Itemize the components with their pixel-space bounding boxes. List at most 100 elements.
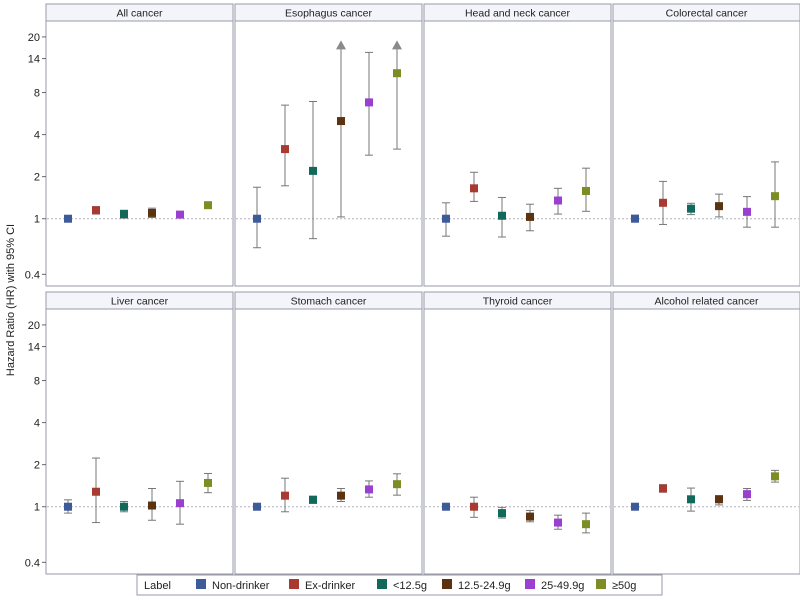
legend-label: <12.5g [393,580,427,592]
hr-point [743,207,751,216]
panel-grid: All cancer Esophagus cancer Head and neck … [45,3,800,575]
hr-point [554,196,562,205]
hr-point [64,214,72,223]
hr-point [582,186,590,195]
panel-frame [234,3,423,287]
legend-title: Label [144,580,171,592]
hr-point [365,98,373,107]
hr-point [582,520,590,529]
ci-truncation-arrow [336,40,346,50]
hr-point [309,166,317,175]
hr-point [687,495,695,504]
panel-title: All cancer [116,8,163,20]
legend-entry: Non-drinker [196,579,270,592]
legend-entry: <12.5g [377,579,427,592]
hr-point [393,480,401,489]
panel-header [45,291,234,310]
panel-frame [423,3,612,287]
panel-header [45,3,234,22]
panel-header [234,291,423,310]
hr-point [687,204,695,213]
panel-8: Alcohol related cancer [612,291,800,575]
panel-header [423,291,612,310]
legend-swatch [596,579,606,589]
hr-point [393,69,401,78]
legend-label: 12.5-24.9g [458,580,511,592]
y-tick-label: 8 [34,88,40,100]
hr-point [498,211,506,220]
legend: Label Non-drinker Ex-drinker <12.5g 12.5-24… [136,574,663,596]
hr-point [659,198,667,207]
hr-point [470,502,478,511]
legend-label: Ex-drinker [305,580,355,592]
y-tick-label: 4 [34,418,40,430]
hr-point [64,502,72,511]
y-tick-label: 8 [34,376,40,388]
hr-point [526,512,534,521]
panel-frame [45,3,234,287]
panel-title: Alcohol related cancer [655,296,759,308]
legend-label: 25-49.9g [541,580,584,592]
hr-point [148,208,156,217]
panel-title: Esophagus cancer [285,8,372,20]
hr-point [365,485,373,494]
hr-point [176,499,184,508]
y-tick-label: 14 [28,342,40,354]
hr-point [120,210,128,219]
legend-entry: 12.5-24.9g [442,579,511,592]
hr-point [337,117,345,126]
y-tick-label: 0.4 [25,269,40,281]
hr-point [253,502,261,511]
panel-5: Liver cancer [45,291,234,575]
y-axes: 0.4 1 2 4 8 14 20 0.4 1 2 4 8 14 20 [25,32,46,569]
panel-frame [234,291,423,575]
panel-3: Head and neck cancer [423,3,612,287]
y-tick-label: 2 [34,460,40,472]
panel-title: Stomach cancer [291,296,367,308]
hr-point [715,495,723,504]
panel-6: Stomach cancer [234,291,423,575]
hr-point [554,518,562,527]
y-tick-label: 1 [34,214,40,226]
panel-title: Colorectal cancer [666,8,748,20]
legend-swatch [289,579,299,589]
hr-point [281,145,289,154]
hr-point [120,502,128,511]
hr-point [281,491,289,500]
panel-title: Head and neck cancer [465,8,571,20]
y-tick-label: 14 [28,54,40,66]
legend-label: ≥50g [612,580,636,592]
panel-frame [45,291,234,575]
panel-header [234,3,423,22]
hr-point [204,201,212,210]
y-axis-row-1: 0.4 1 2 4 8 14 20 [25,32,46,281]
hr-point [771,192,779,201]
hr-point [92,487,100,496]
hr-point [176,210,184,219]
panel-title: Liver cancer [111,296,169,308]
y-tick-label: 20 [28,320,40,332]
hr-point [659,484,667,493]
hr-point [631,502,639,511]
hr-point [442,214,450,223]
panel-frame [423,291,612,575]
legend-entry: ≥50g [596,579,636,592]
legend-swatch [377,579,387,589]
y-tick-label: 20 [28,32,40,44]
legend-swatch [525,579,535,589]
hr-point [442,502,450,511]
hr-point [204,478,212,487]
hr-point [771,472,779,481]
hr-point [526,212,534,221]
panel-1: All cancer [45,3,234,287]
panel-frame [612,291,800,575]
panel-header [612,291,800,310]
panel-frame [612,3,800,287]
y-tick-label: 2 [34,172,40,184]
panel-title: Thyroid cancer [483,296,553,308]
hr-point [253,214,261,223]
hr-point [92,206,100,215]
hr-point [470,184,478,193]
hr-point [715,202,723,211]
